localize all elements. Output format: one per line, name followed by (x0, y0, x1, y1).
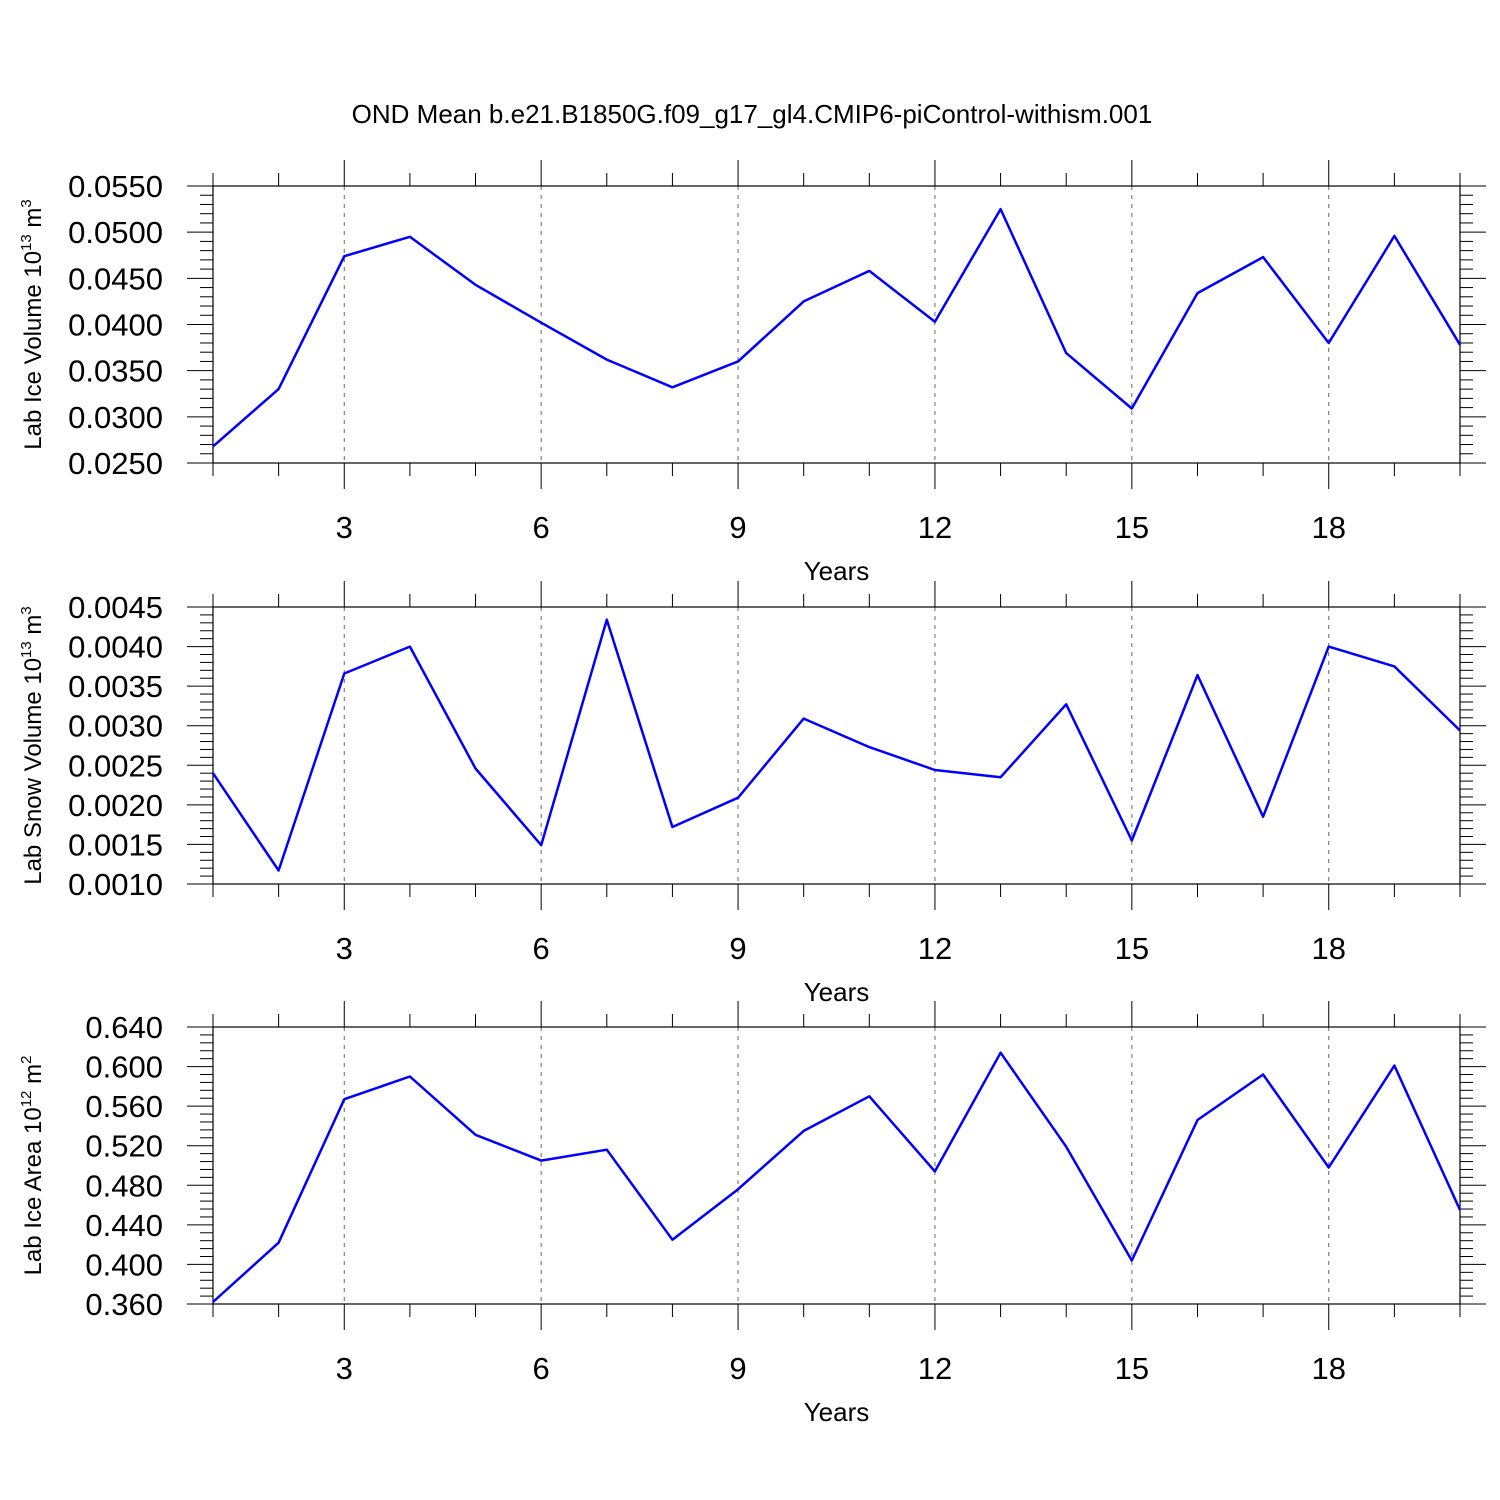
x-tick-label: 6 (533, 1351, 550, 1386)
x-tick-label: 18 (1311, 931, 1345, 966)
y-tick-label: 0.600 (85, 1050, 163, 1085)
y-tick-label: 0.0450 (68, 261, 163, 296)
y-tick-label: 0.0045 (68, 590, 163, 625)
y-tick-label: 0.0400 (68, 308, 163, 343)
y-axis-label: Lab Ice Area 1012 m2 (18, 1056, 47, 1276)
panel-2: 0.0010 0.0015 0.0020 0.0025 0.0030 0.0035 0.00… (18, 581, 1486, 1007)
y-tick-label: 0.0550 (68, 169, 163, 204)
y-tick-label: 0.0035 (68, 669, 163, 704)
y-tick-label: 0.0300 (68, 400, 163, 435)
x-tick-label: 12 (918, 931, 952, 966)
y-tick-label: 0.360 (85, 1287, 163, 1322)
x-tick-label: 15 (1115, 931, 1149, 966)
y-tick-label: 0.0250 (68, 446, 163, 481)
panel-3: 0.360 0.400 0.440 0.480 0.520 0.560 0.600 0.640… (18, 1001, 1486, 1427)
y-tick-label: 0.0040 (68, 630, 163, 665)
y-tick-label: 0.0020 (68, 788, 163, 823)
x-tick-label: 9 (729, 931, 746, 966)
series-line (212, 207, 1462, 448)
y-tick-label: 0.520 (85, 1129, 163, 1164)
plot-frame (212, 185, 1461, 464)
x-tick-label: 3 (336, 510, 353, 545)
y-tick-label: 0.400 (85, 1247, 163, 1282)
y-tick-label: 0.0500 (68, 215, 163, 250)
plot-frame (212, 606, 1461, 885)
series-line (211, 618, 1461, 872)
x-tick-label: 15 (1115, 510, 1149, 545)
y-tick-label: 0.0015 (68, 827, 163, 862)
x-axis-label: Years (804, 556, 870, 586)
y-tick-label: 0.0010 (68, 867, 163, 902)
x-tick-label: 9 (729, 510, 746, 545)
x-tick-label: 12 (918, 1351, 952, 1386)
y-tick-label: 0.640 (85, 1010, 163, 1045)
y-tick-label: 0.0030 (68, 709, 163, 744)
x-tick-label: 18 (1311, 510, 1345, 545)
y-tick-label: 0.480 (85, 1168, 163, 1203)
x-tick-label: 18 (1311, 1351, 1345, 1386)
x-tick-label: 6 (533, 510, 550, 545)
y-axis-label: Lab Snow Volume 1013 m3 (18, 606, 47, 885)
x-tick-label: 3 (336, 931, 353, 966)
x-axis-label: Years (804, 1397, 870, 1427)
x-tick-label: 12 (918, 510, 952, 545)
x-axis-label: Years (804, 977, 870, 1007)
series-line (212, 1051, 1462, 1303)
y-axis-label: Lab Ice Volume 1013 m3 (18, 199, 47, 450)
y-tick-label: 0.560 (85, 1089, 163, 1124)
x-tick-label: 15 (1115, 1351, 1149, 1386)
x-tick-label: 6 (533, 931, 550, 966)
y-tick-label: 0.440 (85, 1208, 163, 1243)
panels-group: 0.0250 0.0300 0.0350 0.0400 0.0450 0.0500 0.05… (18, 160, 1486, 1427)
panel-1: 0.0250 0.0300 0.0350 0.0400 0.0450 0.0500 0.05… (18, 160, 1486, 586)
y-tick-label: 0.0025 (68, 748, 163, 783)
x-tick-label: 3 (336, 1351, 353, 1386)
figure-title: OND Mean b.e21.B1850G.f09_g17_gl4.CMIP6-… (352, 99, 1153, 129)
plot-frame (212, 1026, 1461, 1305)
y-tick-label: 0.0350 (68, 354, 163, 389)
x-tick-label: 9 (729, 1351, 746, 1386)
